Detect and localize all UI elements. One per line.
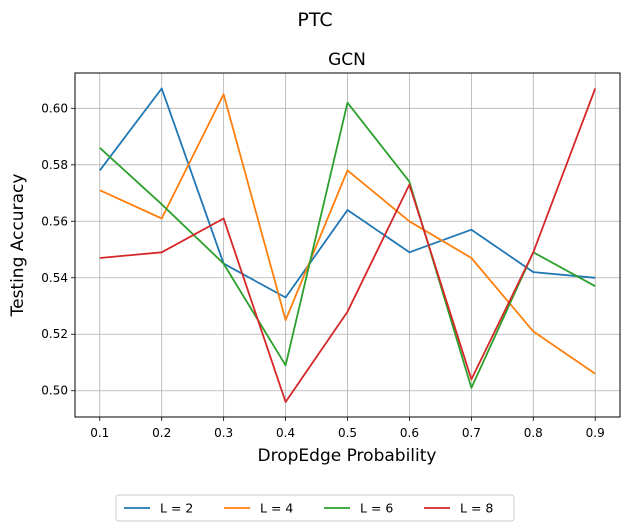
series-line-1 <box>99 87 596 299</box>
y-tick-label: 0.50 <box>41 384 68 398</box>
y-tick-label: 0.58 <box>41 158 68 172</box>
grid <box>75 73 620 417</box>
x-tick-label: 0.6 <box>400 426 419 440</box>
x-tick-label: 0.9 <box>586 426 605 440</box>
y-tick-label: 0.60 <box>41 101 68 115</box>
y-tick-label: 0.56 <box>41 214 68 228</box>
x-tick-label: 0.2 <box>152 426 171 440</box>
x-tick-label: 0.3 <box>214 426 233 440</box>
legend-label: L = 8 <box>460 501 493 516</box>
y-tick-label: 0.54 <box>41 271 68 285</box>
y-axis-label: Testing Accuracy <box>8 174 28 318</box>
series-line-2 <box>99 93 596 375</box>
x-tick-label: 0.1 <box>90 426 109 440</box>
x-tick-label: 0.5 <box>338 426 357 440</box>
series-lines <box>99 87 597 403</box>
y-axis-ticks: 0.50 0.52 0.54 0.56 0.58 0.60 <box>41 101 75 398</box>
x-tick-label: 0.7 <box>462 426 481 440</box>
series-line-3 <box>99 101 596 389</box>
chart-title: GCN <box>328 50 366 70</box>
x-axis-ticks: 0.1 0.2 0.3 0.4 0.5 0.6 0.7 0.8 0.9 <box>90 417 605 440</box>
legend: L = 2 L = 4 L = 6 L = 8 <box>115 494 515 522</box>
x-axis-label: DropEdge Probability <box>258 446 437 466</box>
legend-label: L = 4 <box>260 501 293 516</box>
figure-suptitle: PTC <box>297 9 332 31</box>
x-tick-label: 0.4 <box>276 426 295 440</box>
legend-label: L = 6 <box>360 501 393 516</box>
x-tick-label: 0.8 <box>524 426 543 440</box>
legend-label: L = 2 <box>160 501 193 516</box>
series-line-4 <box>99 88 597 403</box>
legend-box <box>115 494 515 522</box>
y-tick-label: 0.52 <box>41 327 68 341</box>
